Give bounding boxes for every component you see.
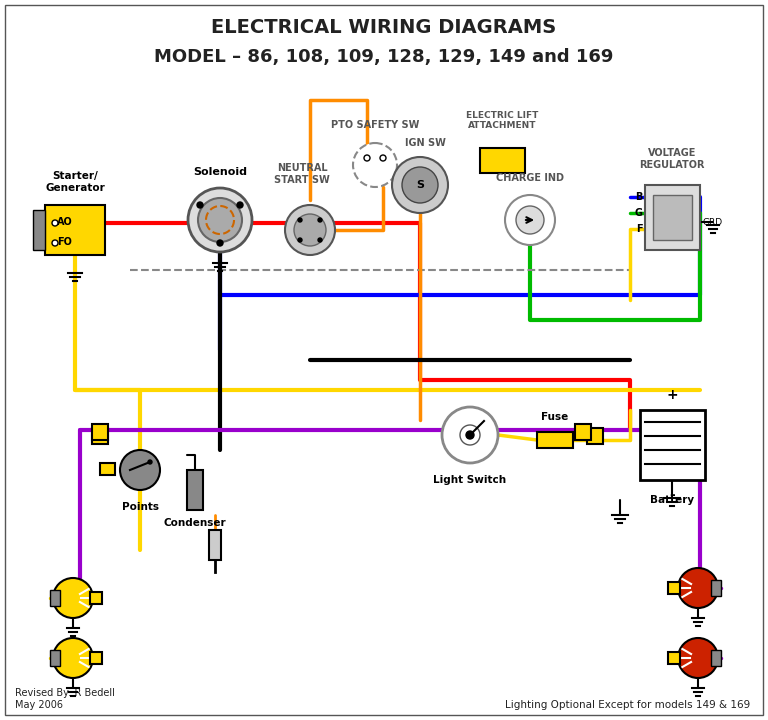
Text: NEUTRAL
START SW: NEUTRAL START SW [274,163,330,185]
Text: +: + [666,388,678,402]
Circle shape [460,425,480,445]
Text: MODEL – 86, 108, 109, 128, 129, 149 and 169: MODEL – 86, 108, 109, 128, 129, 149 and … [154,48,614,66]
Text: Revised By: R Bedell
May 2006: Revised By: R Bedell May 2006 [15,688,115,710]
Circle shape [120,450,160,490]
Circle shape [364,155,370,161]
Bar [33,210,45,250]
Text: ELECTRIC LIFT
ATTACHMENT: ELECTRIC LIFT ATTACHMENT [466,111,538,130]
Text: ELECTRICAL WIRING DIAGRAMS: ELECTRICAL WIRING DIAGRAMS [211,18,557,37]
Bar [187,470,203,510]
Bar [537,432,573,448]
Bar [653,195,692,240]
Text: Condenser: Condenser [164,518,227,528]
Text: Lighting Optional Except for models 149 & 169: Lighting Optional Except for models 149 … [505,700,750,710]
Circle shape [298,218,302,222]
Circle shape [392,157,448,213]
Text: Points: Points [121,502,158,512]
Circle shape [516,206,544,234]
Circle shape [53,638,93,678]
Bar [645,185,700,250]
Circle shape [318,218,322,222]
Bar [480,148,525,173]
Circle shape [678,638,718,678]
Circle shape [364,155,370,161]
Bar [92,428,108,444]
Circle shape [294,214,326,246]
Text: AO: AO [57,217,73,227]
Bar [100,463,115,475]
Circle shape [298,238,302,242]
Circle shape [237,202,243,208]
Circle shape [402,167,438,203]
Text: S: S [416,180,424,190]
Bar [587,428,603,444]
Circle shape [380,155,386,161]
Bar [668,582,680,594]
Text: Fuse: Fuse [541,412,568,422]
Circle shape [466,431,474,439]
Bar [92,424,108,440]
Circle shape [353,143,397,187]
Bar [90,652,102,664]
Text: G: G [635,208,643,218]
Circle shape [505,195,555,245]
Circle shape [285,205,335,255]
Circle shape [148,460,152,464]
Text: Light Switch: Light Switch [433,475,507,485]
Circle shape [197,202,203,208]
Circle shape [380,155,386,161]
Text: IGN SW: IGN SW [405,138,445,148]
Text: VOLTAGE
REGULATOR: VOLTAGE REGULATOR [639,148,705,170]
Circle shape [188,188,252,252]
Bar [668,652,680,664]
Text: F: F [637,224,643,234]
Text: GRD: GRD [703,217,723,227]
Bar [640,410,705,480]
Text: Solenoid: Solenoid [193,167,247,177]
Circle shape [52,240,58,246]
FancyBboxPatch shape [45,205,105,255]
Circle shape [217,240,223,246]
Text: PTO SAFETY SW: PTO SAFETY SW [331,120,419,130]
Text: Battery: Battery [650,495,694,505]
Bar [90,592,102,604]
Text: -: - [669,488,675,502]
Text: CHARGE IND: CHARGE IND [496,173,564,183]
Bar [711,580,721,596]
Circle shape [678,568,718,608]
Circle shape [52,220,58,226]
Text: B: B [636,192,643,202]
Text: FO: FO [57,237,72,247]
Circle shape [53,578,93,618]
Text: Starter/
Generator: Starter/ Generator [45,171,105,193]
Circle shape [198,198,242,242]
Bar [50,590,60,606]
Circle shape [318,238,322,242]
Bar [209,530,221,560]
Bar [575,424,591,440]
Bar [711,650,721,666]
Bar [50,650,60,666]
Circle shape [442,407,498,463]
